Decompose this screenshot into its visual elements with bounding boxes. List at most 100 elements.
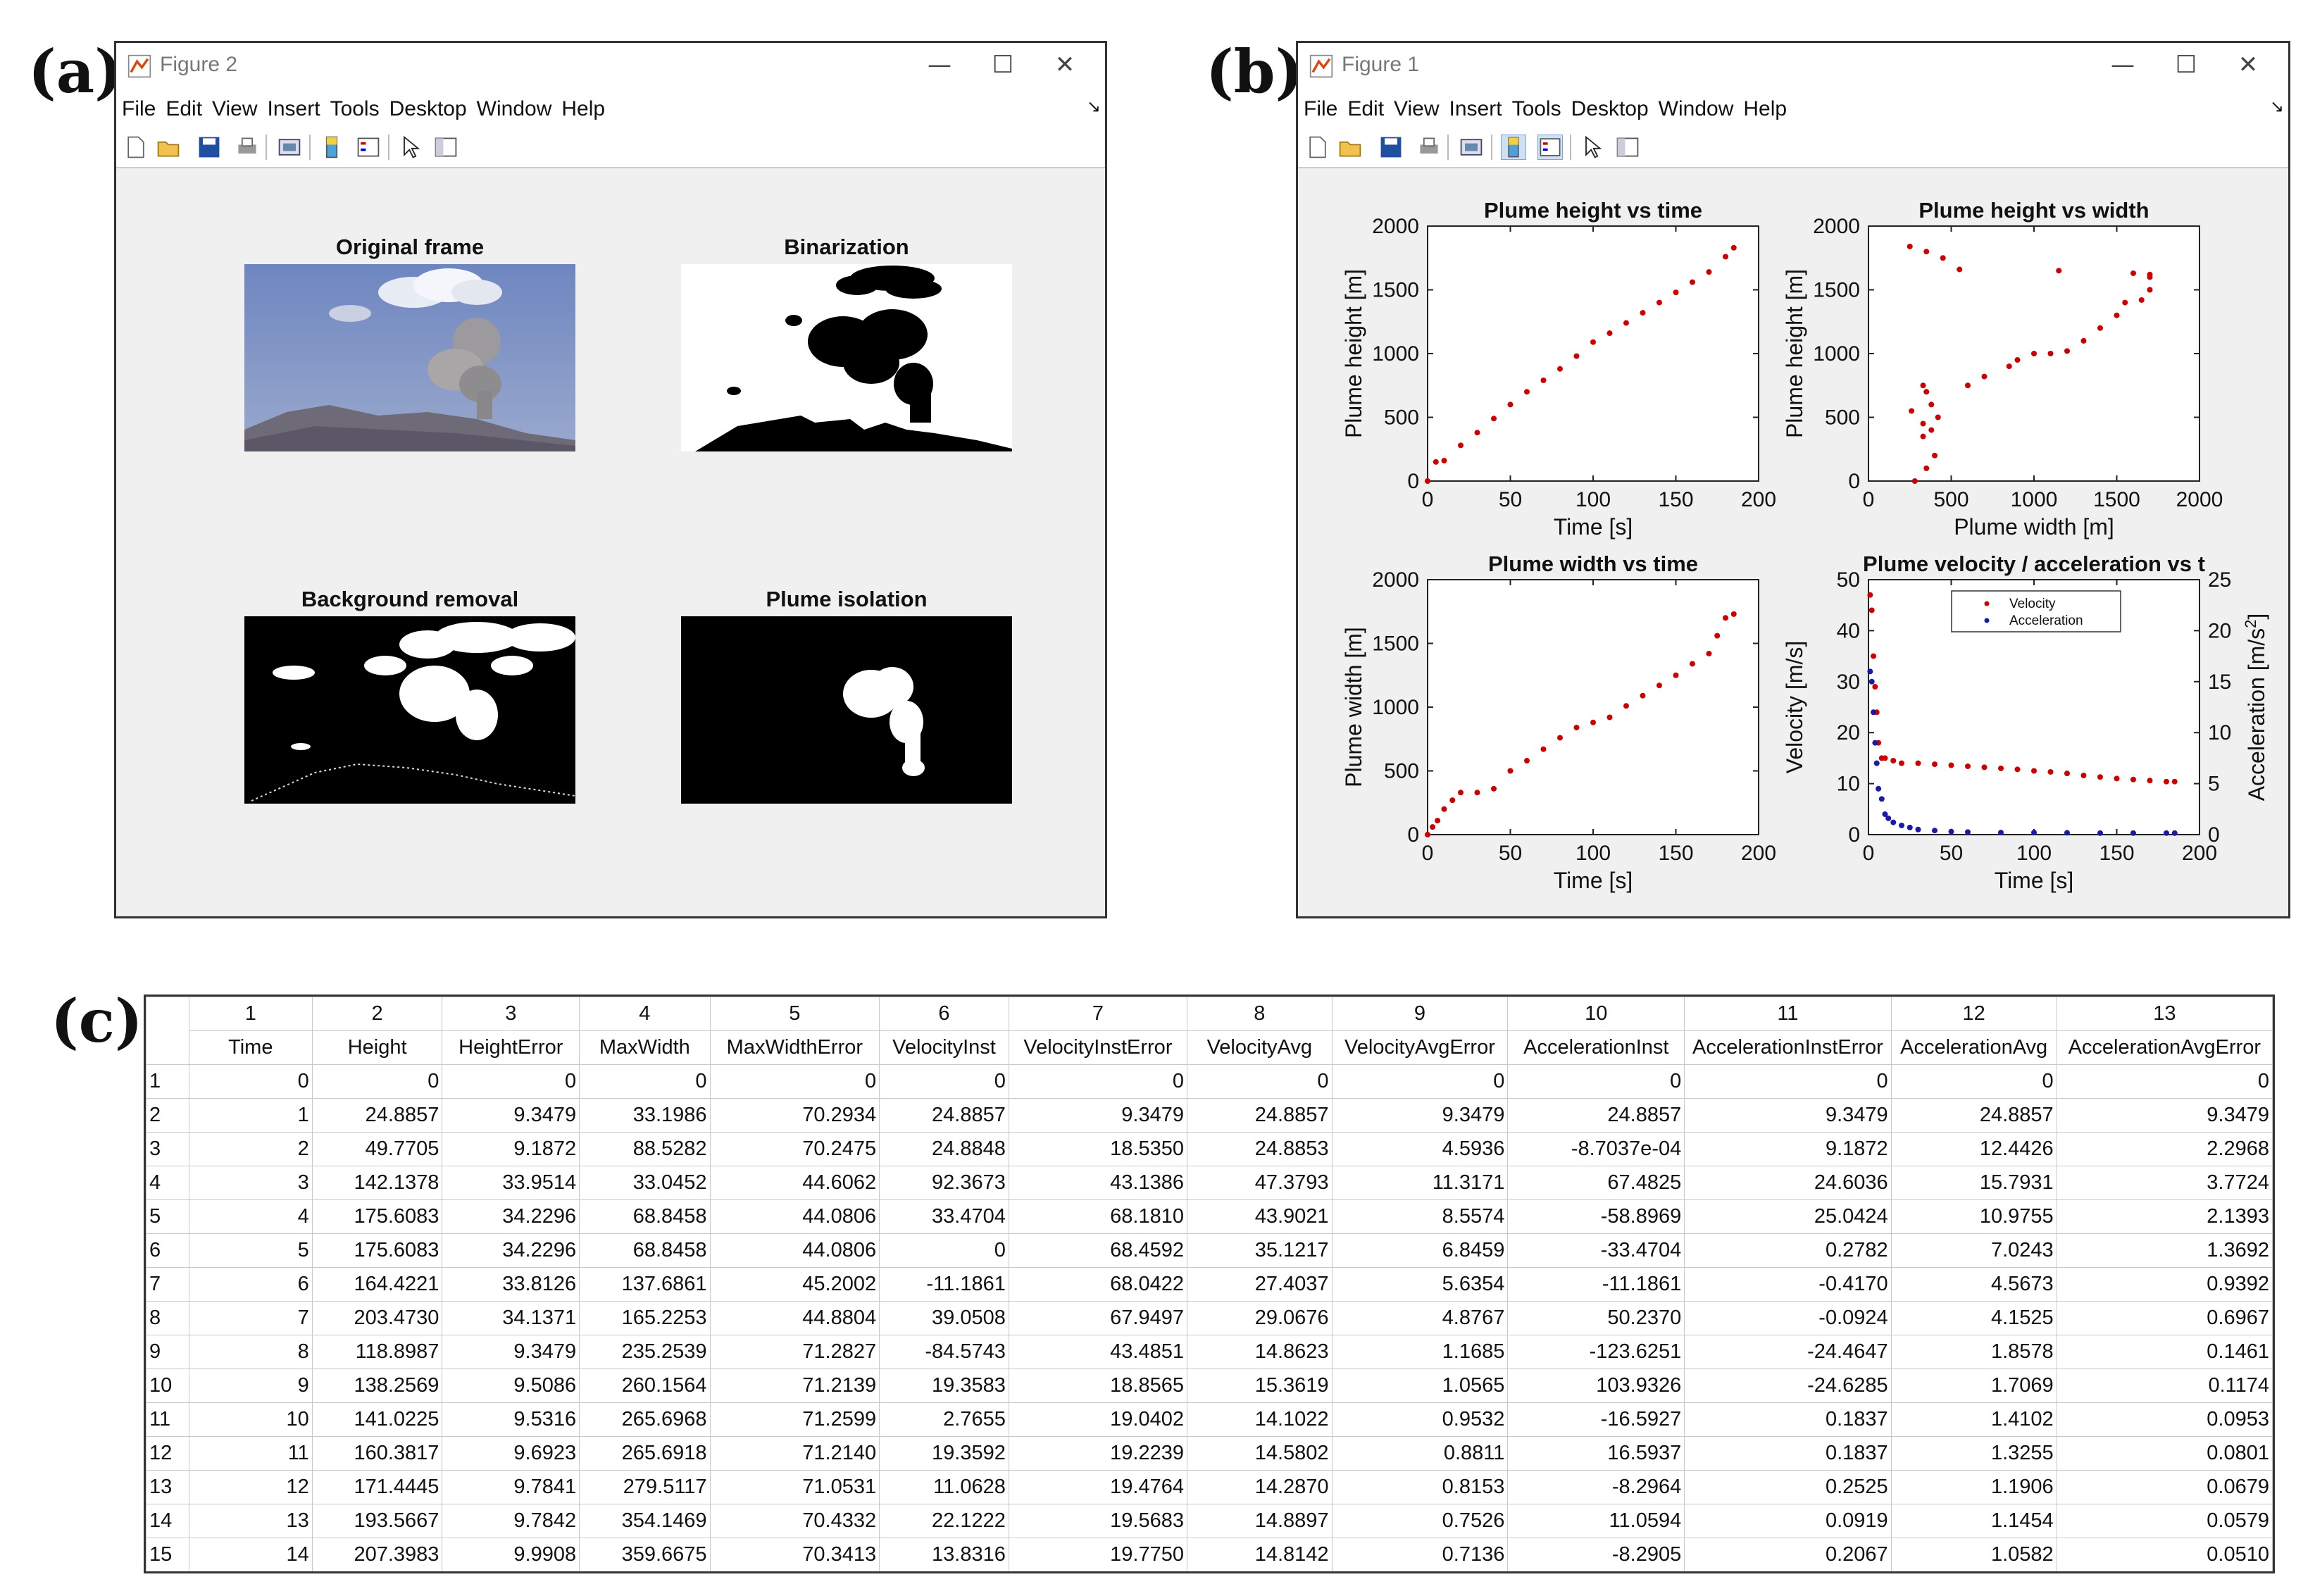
open-file-icon[interactable]: [1337, 135, 1363, 160]
table-cell[interactable]: 175.6083: [311, 1233, 443, 1268]
table-cell[interactable]: 4.5673: [1890, 1267, 2057, 1302]
table-cell[interactable]: 24.8857: [879, 1098, 1009, 1133]
table-cell[interactable]: 1.3255: [1890, 1436, 2057, 1471]
table-cell[interactable]: 33.8126: [442, 1267, 580, 1302]
column-number-header[interactable]: 3: [442, 997, 580, 1031]
table-cell[interactable]: 1.1454: [1890, 1504, 2057, 1538]
table-cell[interactable]: 141.0225: [311, 1402, 443, 1437]
table-row[interactable]: 12 11 160.3817 9.6923 265.6918 71.2140 19.3592…: [146, 1436, 2273, 1471]
table-cell[interactable]: 0.0679: [2056, 1470, 2273, 1504]
table-cell[interactable]: 25.0424: [1684, 1199, 1892, 1234]
table-row[interactable]: 3 2 49.7705 9.1872 88.5282 70.2475 24.8848 18.5…: [146, 1132, 2273, 1166]
table-cell[interactable]: 0.1837: [1684, 1436, 1892, 1471]
table-cell[interactable]: 279.5117: [579, 1470, 711, 1504]
table-cell[interactable]: -8.2964: [1507, 1470, 1685, 1504]
legend-icon[interactable]: [1537, 135, 1563, 160]
table-cell[interactable]: 67.9497: [1008, 1301, 1188, 1335]
column-name-header[interactable]: VelocityAvg: [1187, 1030, 1333, 1065]
table-cell[interactable]: 70.3413: [709, 1538, 880, 1571]
table-cell[interactable]: -0.0924: [1684, 1301, 1892, 1335]
table-cell[interactable]: 19.5683: [1008, 1504, 1188, 1538]
column-number-header[interactable]: 7: [1008, 997, 1188, 1031]
table-cell[interactable]: 2.2968: [2056, 1132, 2273, 1166]
table-cell[interactable]: 9.3479: [1331, 1098, 1509, 1133]
table-cell[interactable]: 9.1872: [1684, 1132, 1892, 1166]
table-cell[interactable]: 0: [2056, 1064, 2273, 1099]
table-cell[interactable]: 1.0565: [1331, 1369, 1509, 1403]
table-cell[interactable]: 27.4037: [1187, 1267, 1333, 1302]
table-cell[interactable]: 24.8857: [311, 1098, 443, 1133]
column-number-header[interactable]: 9: [1331, 997, 1509, 1031]
table-cell[interactable]: 164.4221: [311, 1267, 443, 1302]
table-cell[interactable]: 175.6083: [311, 1199, 443, 1234]
table-cell[interactable]: 1.1906: [1890, 1470, 2057, 1504]
table-cell[interactable]: 24.8857: [1890, 1098, 2057, 1133]
menu-view[interactable]: View: [1394, 97, 1440, 120]
table-cell[interactable]: 1.3692: [2056, 1233, 2273, 1268]
table-cell[interactable]: 0: [442, 1064, 580, 1099]
minimize-button[interactable]: —: [2111, 51, 2135, 79]
table-cell[interactable]: 24.8857: [1187, 1098, 1333, 1133]
column-name-header[interactable]: AccelerationInstError: [1684, 1030, 1892, 1065]
table-cell[interactable]: 70.2934: [709, 1098, 880, 1133]
table-cell[interactable]: -0.4170: [1684, 1267, 1892, 1302]
table-cell[interactable]: 19.3583: [879, 1369, 1009, 1403]
table-cell[interactable]: -33.4704: [1507, 1233, 1685, 1268]
table-cell[interactable]: 43.9021: [1187, 1199, 1333, 1234]
table-cell[interactable]: 207.3983: [311, 1538, 443, 1571]
table-cell[interactable]: -123.6251: [1507, 1335, 1685, 1369]
table-cell[interactable]: 14.8623: [1187, 1335, 1333, 1369]
table-cell[interactable]: 9.6923: [442, 1436, 580, 1471]
table-cell[interactable]: 9.1872: [442, 1132, 580, 1166]
column-number-header[interactable]: 2: [311, 997, 443, 1031]
table-cell[interactable]: 4.5936: [1331, 1132, 1509, 1166]
table-cell[interactable]: 1.7069: [1890, 1369, 2057, 1403]
table-cell[interactable]: -11.1861: [879, 1267, 1009, 1302]
table-cell[interactable]: 165.2253: [579, 1301, 711, 1335]
table-cell[interactable]: 34.2296: [442, 1199, 580, 1234]
table-cell[interactable]: 0: [311, 1064, 443, 1099]
table-cell[interactable]: 0.0919: [1684, 1504, 1892, 1538]
table-cell[interactable]: 0: [1507, 1064, 1685, 1099]
table-cell[interactable]: 14.2870: [1187, 1470, 1333, 1504]
column-number-header[interactable]: 13: [2056, 997, 2273, 1031]
figure2-window[interactable]: Figure 2 — ☐ ✕ File Edit View Insert Tools De…: [114, 41, 1107, 918]
open-file-icon[interactable]: [156, 135, 181, 160]
menu-file[interactable]: File: [1304, 97, 1338, 120]
table-cell[interactable]: 24.8848: [879, 1132, 1009, 1166]
table-cell[interactable]: 171.4445: [311, 1470, 443, 1504]
property-editor-icon[interactable]: [433, 135, 458, 160]
table-cell[interactable]: 193.5667: [311, 1504, 443, 1538]
table-row[interactable]: 9 8 118.8987 9.3479 235.2539 71.2827 -84.5743 4…: [146, 1335, 2273, 1369]
table-cell[interactable]: 68.1810: [1008, 1199, 1188, 1234]
column-name-header[interactable]: VelocityInst: [879, 1030, 1009, 1065]
table-cell[interactable]: -58.8969: [1507, 1199, 1685, 1234]
table-cell[interactable]: 29.0676: [1187, 1301, 1333, 1335]
table-cell[interactable]: 67.4825: [1507, 1166, 1685, 1200]
table-cell[interactable]: 19.7750: [1008, 1538, 1188, 1571]
column-name-header[interactable]: MaxWidthError: [709, 1030, 880, 1065]
table-cell[interactable]: 19.4764: [1008, 1470, 1188, 1504]
table-cell[interactable]: 13.8316: [879, 1538, 1009, 1571]
menu-insert[interactable]: Insert: [1449, 97, 1502, 120]
table-cell[interactable]: 35.1217: [1187, 1233, 1333, 1268]
table-cell[interactable]: 14.8142: [1187, 1538, 1333, 1571]
table-cell[interactable]: 4: [188, 1199, 313, 1234]
table-row[interactable]: 11 10 141.0225 9.5316 265.6968 71.2599 2.7655 1…: [146, 1402, 2273, 1437]
column-name-header[interactable]: AccelerationInst: [1507, 1030, 1685, 1065]
table-cell[interactable]: 0.8153: [1331, 1470, 1509, 1504]
table-cell[interactable]: 33.9514: [442, 1166, 580, 1200]
table-cell[interactable]: 0.0801: [2056, 1436, 2273, 1471]
column-number-header[interactable]: 11: [1684, 997, 1892, 1031]
colorbar-icon[interactable]: [319, 135, 344, 160]
table-cell[interactable]: 18.5350: [1008, 1132, 1188, 1166]
table-cell[interactable]: -24.4647: [1684, 1335, 1892, 1369]
table-cell[interactable]: 11.3171: [1331, 1166, 1509, 1200]
table-cell[interactable]: 9.7842: [442, 1504, 580, 1538]
table-cell[interactable]: 11.0594: [1507, 1504, 1685, 1538]
maximize-button[interactable]: ☐: [2175, 51, 2197, 79]
column-name-header[interactable]: VelocityAvgError: [1331, 1030, 1509, 1065]
table-cell[interactable]: 0.1837: [1684, 1402, 1892, 1437]
table-row[interactable]: 7 6 164.4221 33.8126 137.6861 45.2002 -11.1861…: [146, 1267, 2273, 1302]
